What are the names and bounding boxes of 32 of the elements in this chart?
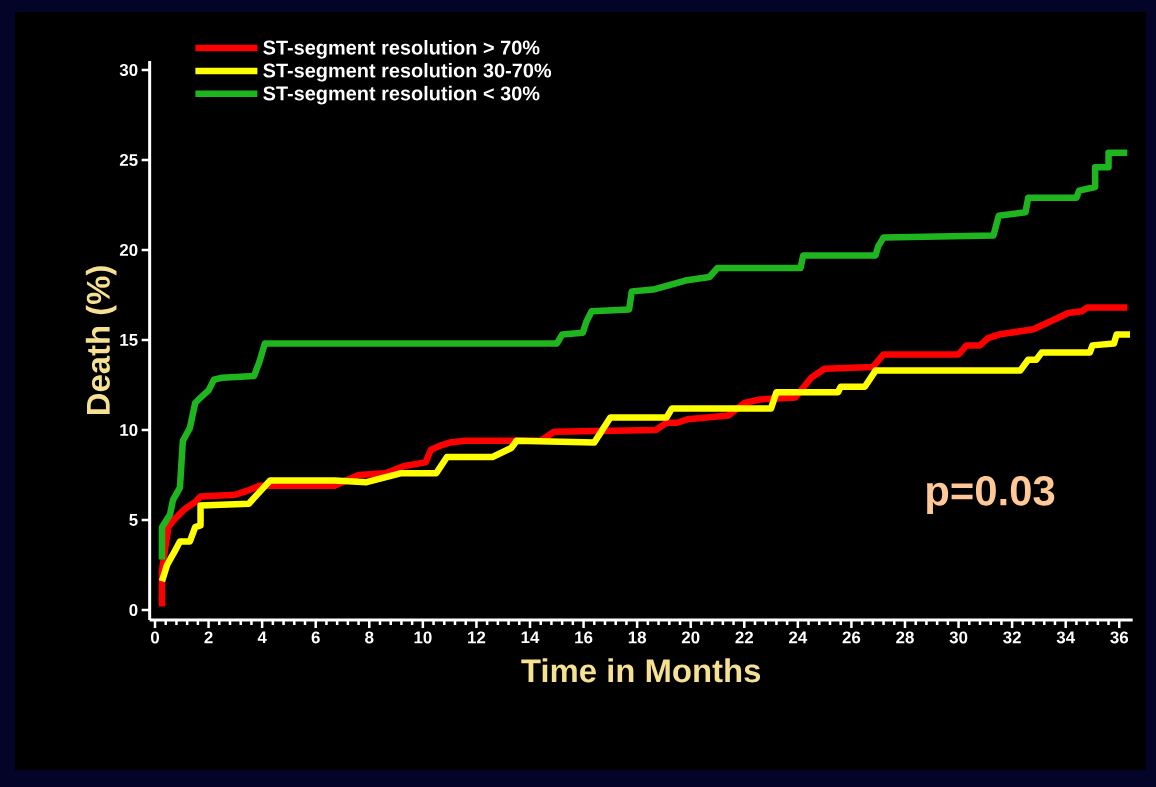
y-tick-label: 5 — [129, 514, 138, 526]
x-tick-label: 4 — [257, 631, 267, 644]
x-tick-label: 10 — [414, 631, 432, 644]
x-tick-label: 24 — [789, 631, 808, 644]
y-axis-title: Death (%) — [85, 266, 117, 415]
x-tick-label: 36 — [1110, 631, 1129, 644]
x-tick-label: 2 — [204, 631, 213, 644]
x-tick-label: 34 — [1056, 631, 1076, 644]
legend-label: ST-segment resolution 30-70% — [263, 62, 552, 82]
y-tick-label: 30 — [119, 63, 138, 76]
legend-label: ST-segment resolution > 70% — [263, 40, 540, 59]
x-tick-label: 14 — [521, 631, 540, 644]
y-tick-label: 20 — [119, 243, 138, 256]
x-tick-label: 12 — [468, 631, 486, 644]
x-tick-label: 18 — [628, 631, 647, 644]
x-tick-label: 32 — [1003, 631, 1021, 644]
y-tick-label: 25 — [119, 153, 138, 166]
x-tick-label: 30 — [949, 631, 968, 644]
y-tick-label: 15 — [120, 334, 138, 346]
x-tick-label: 6 — [311, 631, 320, 644]
x-tick-label: 22 — [735, 631, 754, 644]
x-tick-label: 8 — [365, 631, 374, 644]
y-tick-label: 0 — [129, 603, 138, 616]
x-axis-title: Time in Months — [521, 658, 761, 683]
y-tick-label: 10 — [120, 423, 138, 436]
legend-label: ST-segment resolution < 30% — [263, 85, 540, 105]
x-tick-label: 28 — [896, 631, 914, 644]
x-tick-label: 26 — [842, 631, 861, 644]
annotation: p=0.03 — [927, 476, 1055, 514]
x-tick-label: 20 — [681, 631, 700, 644]
x-tick-label: 0 — [150, 631, 160, 644]
x-tick-label: 16 — [575, 631, 593, 644]
